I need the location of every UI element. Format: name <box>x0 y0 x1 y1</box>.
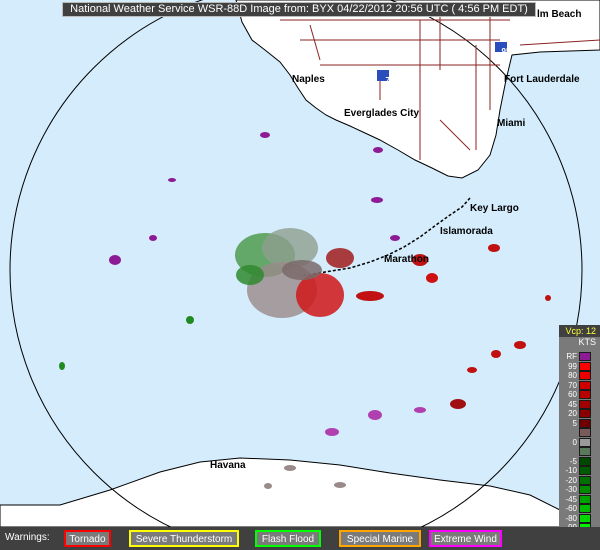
legend-color-swatch <box>579 428 591 437</box>
legend-color-swatch <box>579 513 591 523</box>
legend-color-swatch <box>579 447 591 456</box>
legend-row: 5 <box>559 418 600 429</box>
radar-echoes <box>59 132 551 489</box>
legend-value-label: 80 <box>568 371 577 380</box>
warning-extreme-wind-button[interactable]: Extreme Wind <box>429 530 502 547</box>
city-label: Islamorada <box>440 226 493 237</box>
legend-value-label: -5 <box>569 456 577 466</box>
legend-value-label: 45 <box>568 399 577 409</box>
legend-color-swatch <box>579 418 591 428</box>
units-label: KTS <box>578 337 596 347</box>
legend-color-swatch <box>579 456 591 466</box>
legend-value-label: -10 <box>565 466 577 475</box>
warning-tornado-button[interactable]: Tornado <box>64 530 111 547</box>
legend-row: RF <box>559 351 600 362</box>
legend-value-label: -60 <box>565 504 577 513</box>
warning-flash-flood-button[interactable]: Flash Flood <box>255 530 321 547</box>
legend-row: 80 <box>559 370 600 381</box>
legend-value-label: RF <box>566 352 577 361</box>
city-label: Fort Lauderdale <box>504 74 580 85</box>
legend-row: 99 <box>559 361 600 372</box>
radar-range-ring <box>9 0 583 550</box>
legend-row: -60 <box>559 503 600 514</box>
city-label: Naples <box>292 74 325 85</box>
legend-color-swatch <box>579 352 591 361</box>
florida-keys <box>299 197 471 277</box>
legend-row: 60 <box>559 389 600 400</box>
legend-color-swatch <box>579 485 591 494</box>
image-title: National Weather Service WSR-88D Image f… <box>62 2 536 17</box>
city-label: Everglades City <box>344 108 420 119</box>
legend-color-swatch <box>579 504 591 513</box>
legend-color-swatch <box>579 361 591 371</box>
legend-row <box>559 427 600 438</box>
legend-row: -80 <box>559 513 600 524</box>
legend-color-swatch <box>579 437 591 447</box>
legend-color-swatch <box>579 371 591 380</box>
legend-color-swatch <box>579 390 591 399</box>
legend-row: 0 <box>559 437 600 448</box>
legend-value-label: -30 <box>565 485 577 494</box>
legend-value-label: -80 <box>565 513 577 523</box>
legend-value-label: 99 <box>568 361 577 371</box>
highway-shields <box>377 42 507 81</box>
legend-row <box>559 446 600 457</box>
legend-value-label: 20 <box>568 409 577 418</box>
legend-row: -30 <box>559 484 600 495</box>
city-label: Havana <box>210 460 246 471</box>
vcp-label: Vcp: 12 <box>559 325 600 337</box>
legend-row: -10 <box>559 465 600 476</box>
warnings-bar: Warnings: Tornado Severe Thunderstorm Flas… <box>0 527 600 550</box>
legend-color-swatch <box>579 399 591 409</box>
warnings-title: Warnings: <box>5 532 50 543</box>
velocity-legend: Vcp: 12 KTS RF 99 80 70 60 45 20 5 0 -5 -10 -20 -30-… <box>559 325 600 542</box>
county-lines <box>250 10 600 160</box>
warning-special-marine-button[interactable]: Special Marine <box>339 530 421 547</box>
legend-row: -45 <box>559 494 600 505</box>
legend-row: -20 <box>559 475 600 486</box>
city-label: Marathon <box>384 254 429 265</box>
city-label: Miami <box>497 118 526 129</box>
warning-severe-thunderstorm-button[interactable]: Severe Thunderstorm <box>129 530 239 547</box>
legend-value-label: -45 <box>565 494 577 504</box>
legend-row: 20 <box>559 408 600 419</box>
legend-row: -5 <box>559 456 600 467</box>
legend-color-swatch <box>579 494 591 504</box>
legend-color-swatch <box>579 409 591 418</box>
legend-value-label: 60 <box>568 390 577 399</box>
legend-row: 45 <box>559 399 600 410</box>
highway-shield-label: 75 <box>385 76 395 85</box>
highway-shield-label: 95 <box>501 47 511 56</box>
city-label: lm Beach <box>537 9 582 20</box>
legend-value-label: -20 <box>565 475 577 485</box>
legend-color-swatch <box>579 380 591 390</box>
legend-row: 70 <box>559 380 600 391</box>
legend-color-swatch <box>579 466 591 475</box>
legend-color-swatch <box>579 475 591 485</box>
legend-value-label: 0 <box>572 437 577 447</box>
legend-value-label: 70 <box>568 380 577 390</box>
city-label: Key Largo <box>470 203 519 214</box>
legend-value-label: 5 <box>572 418 577 428</box>
florida-landmass <box>235 0 600 179</box>
